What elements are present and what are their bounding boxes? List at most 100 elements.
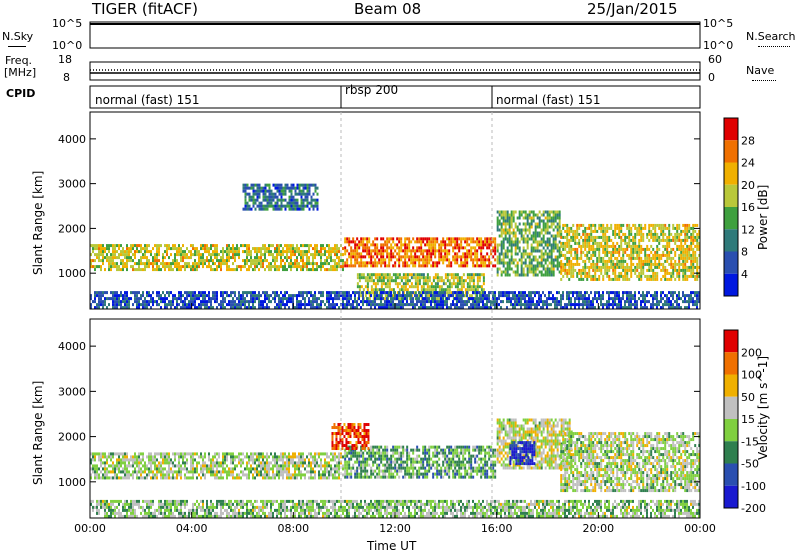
data-cell	[376, 264, 379, 268]
data-cell	[530, 291, 532, 295]
data-cell	[326, 259, 328, 263]
data-cell	[472, 303, 474, 307]
data-cell	[404, 285, 407, 289]
data-cell	[308, 186, 311, 190]
data-cell	[636, 247, 639, 251]
data-cell	[558, 219, 561, 223]
data-cell	[98, 294, 100, 298]
data-cell	[594, 268, 597, 272]
data-cell	[282, 259, 284, 263]
data-cell	[280, 259, 282, 263]
data-cell	[476, 240, 479, 244]
data-cell	[412, 297, 414, 301]
data-cell	[526, 306, 528, 310]
data-cell	[472, 279, 475, 283]
data-cell	[468, 285, 471, 289]
data-cell	[644, 253, 647, 257]
data-cell	[272, 259, 274, 263]
data-cell	[566, 268, 569, 272]
data-cell	[466, 258, 469, 262]
data-cell	[312, 303, 314, 307]
data-cell	[622, 291, 624, 295]
data-cell	[456, 246, 459, 250]
data-cell	[522, 252, 525, 256]
data-cell	[468, 300, 470, 304]
data-cell	[206, 247, 208, 251]
data-cell	[692, 300, 694, 304]
data-cell	[272, 244, 274, 248]
data-cell	[512, 306, 514, 310]
data-cell	[584, 232, 587, 236]
data-cell	[298, 192, 301, 196]
data-cell	[416, 246, 419, 250]
data-cell	[260, 262, 262, 266]
data-cell	[312, 265, 314, 269]
data-cell	[452, 237, 455, 241]
data-cell	[216, 244, 218, 248]
data-cell	[266, 204, 269, 208]
data-cell	[632, 241, 635, 245]
data-cell	[512, 231, 515, 235]
data-cell	[464, 303, 466, 307]
data-cell	[370, 252, 373, 256]
data-cell	[688, 223, 691, 227]
data-cell	[404, 246, 407, 250]
data-cell	[342, 265, 344, 269]
data-cell	[254, 250, 256, 254]
data-cell	[140, 470, 142, 474]
data-cell	[496, 246, 499, 250]
data-cell	[668, 229, 671, 233]
data-cell	[308, 262, 310, 266]
data-cell	[558, 216, 561, 220]
data-cell	[442, 306, 444, 310]
data-cell	[616, 306, 618, 310]
data-cell	[382, 291, 384, 295]
data-cell	[298, 207, 301, 211]
data-cell	[424, 306, 426, 310]
data-cell	[314, 297, 316, 301]
data-cell	[226, 303, 228, 307]
data-cell	[104, 464, 106, 468]
data-cell	[240, 265, 242, 269]
data-cell	[508, 219, 511, 223]
data-cell	[594, 241, 597, 245]
data-cell	[612, 241, 615, 245]
data-cell	[492, 246, 495, 250]
data-cell	[388, 294, 390, 298]
data-cell	[528, 300, 530, 304]
data-cell	[270, 195, 273, 199]
data-cell	[296, 297, 298, 301]
data-cell	[100, 291, 102, 295]
data-cell	[594, 223, 597, 227]
data-cell	[626, 262, 629, 266]
data-cell	[662, 238, 665, 242]
data-cell	[184, 253, 186, 257]
data-cell	[594, 253, 597, 257]
data-cell	[106, 467, 108, 471]
data-cell	[302, 303, 304, 307]
data-cell	[546, 264, 549, 268]
data-cell	[154, 253, 156, 257]
data-cell	[380, 264, 383, 268]
data-cell	[498, 228, 501, 232]
data-cell	[324, 268, 326, 272]
data-cell	[492, 297, 494, 301]
data-cell	[536, 213, 539, 217]
data-cell	[648, 274, 651, 278]
data-cell	[316, 244, 318, 248]
data-cell	[460, 279, 463, 283]
data-cell	[354, 291, 356, 295]
data-cell	[516, 252, 519, 256]
data-cell	[692, 265, 695, 269]
data-cell	[266, 265, 268, 269]
data-cell	[224, 291, 226, 295]
data-cell	[108, 259, 110, 263]
data-cell	[452, 249, 455, 253]
data-cell	[578, 297, 580, 301]
data-cell	[320, 259, 322, 263]
data-cell	[474, 285, 477, 289]
data-cell	[510, 243, 513, 247]
data-cell	[524, 261, 527, 265]
data-cell	[96, 470, 98, 474]
data-cell	[466, 288, 469, 292]
